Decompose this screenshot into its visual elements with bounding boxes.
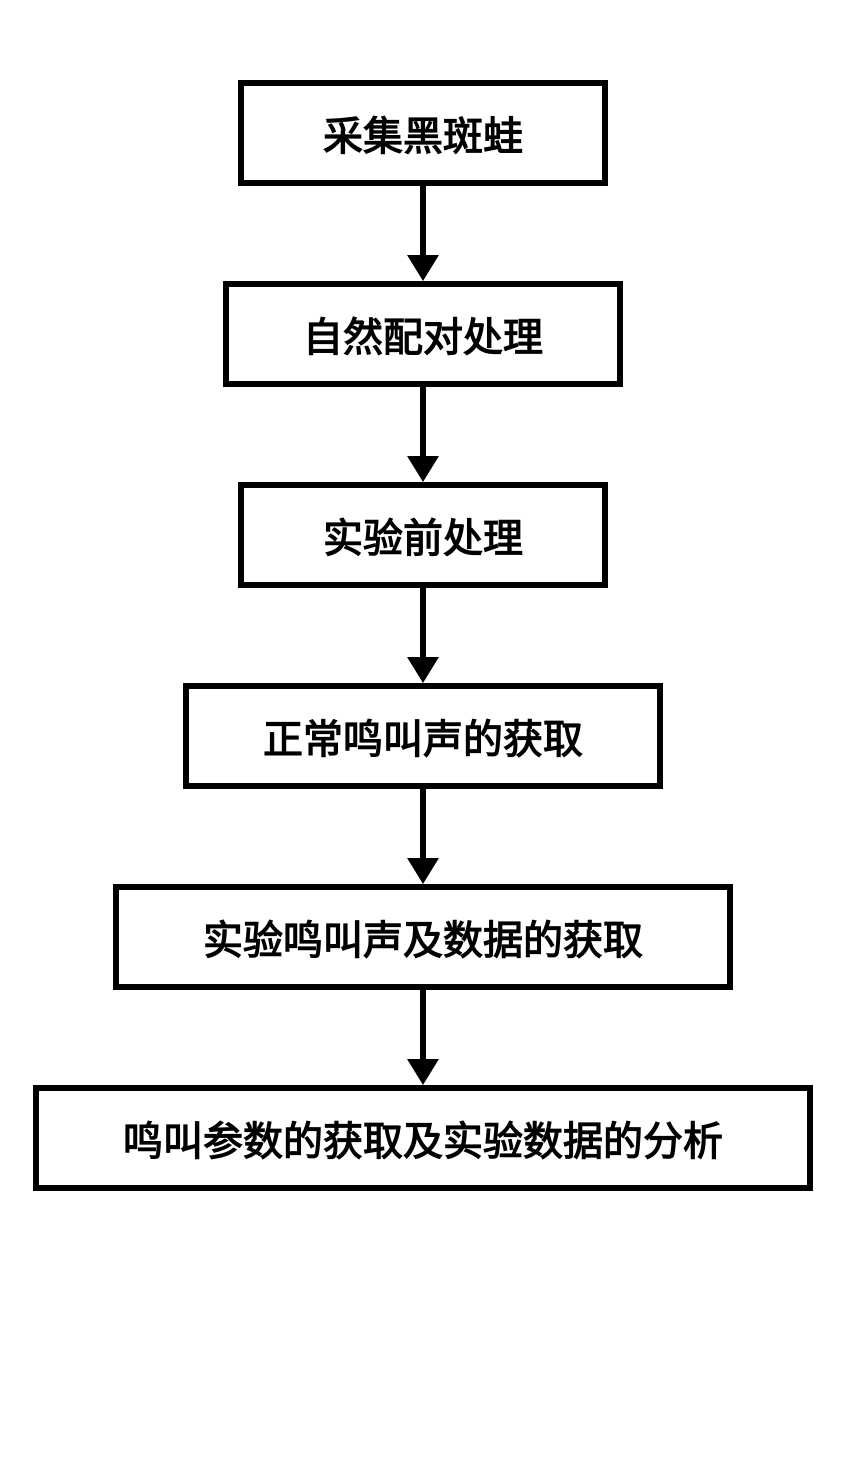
- arrow-line: [420, 789, 426, 858]
- flowchart-node-1: 采集黑斑蛙: [238, 80, 608, 186]
- flowchart-arrow: [407, 387, 439, 482]
- flowchart-node-6: 鸣叫参数的获取及实验数据的分析: [33, 1085, 813, 1191]
- flowchart-container: 采集黑斑蛙 自然配对处理 实验前处理 正常鸣叫声的获取 实验鸣叫声及数据的获取 …: [33, 80, 813, 1191]
- flowchart-node-5: 实验鸣叫声及数据的获取: [113, 884, 733, 990]
- flowchart-arrow: [407, 588, 439, 683]
- flowchart-arrow: [407, 789, 439, 884]
- arrow-head-icon: [407, 456, 439, 482]
- flowchart-node-4: 正常鸣叫声的获取: [183, 683, 663, 789]
- arrow-line: [420, 990, 426, 1059]
- flowchart-arrow: [407, 990, 439, 1085]
- arrow-line: [420, 588, 426, 657]
- arrow-head-icon: [407, 255, 439, 281]
- arrow-line: [420, 186, 426, 255]
- node-label: 正常鸣叫声的获取: [263, 707, 583, 765]
- arrow-line: [420, 387, 426, 456]
- flowchart-arrow: [407, 186, 439, 281]
- node-label: 自然配对处理: [303, 305, 543, 363]
- arrow-head-icon: [407, 858, 439, 884]
- node-label: 实验鸣叫声及数据的获取: [203, 908, 643, 966]
- node-label: 采集黑斑蛙: [323, 104, 523, 162]
- node-label: 鸣叫参数的获取及实验数据的分析: [123, 1109, 723, 1167]
- node-label: 实验前处理: [323, 506, 523, 564]
- flowchart-node-2: 自然配对处理: [223, 281, 623, 387]
- flowchart-node-3: 实验前处理: [238, 482, 608, 588]
- arrow-head-icon: [407, 1059, 439, 1085]
- arrow-head-icon: [407, 657, 439, 683]
